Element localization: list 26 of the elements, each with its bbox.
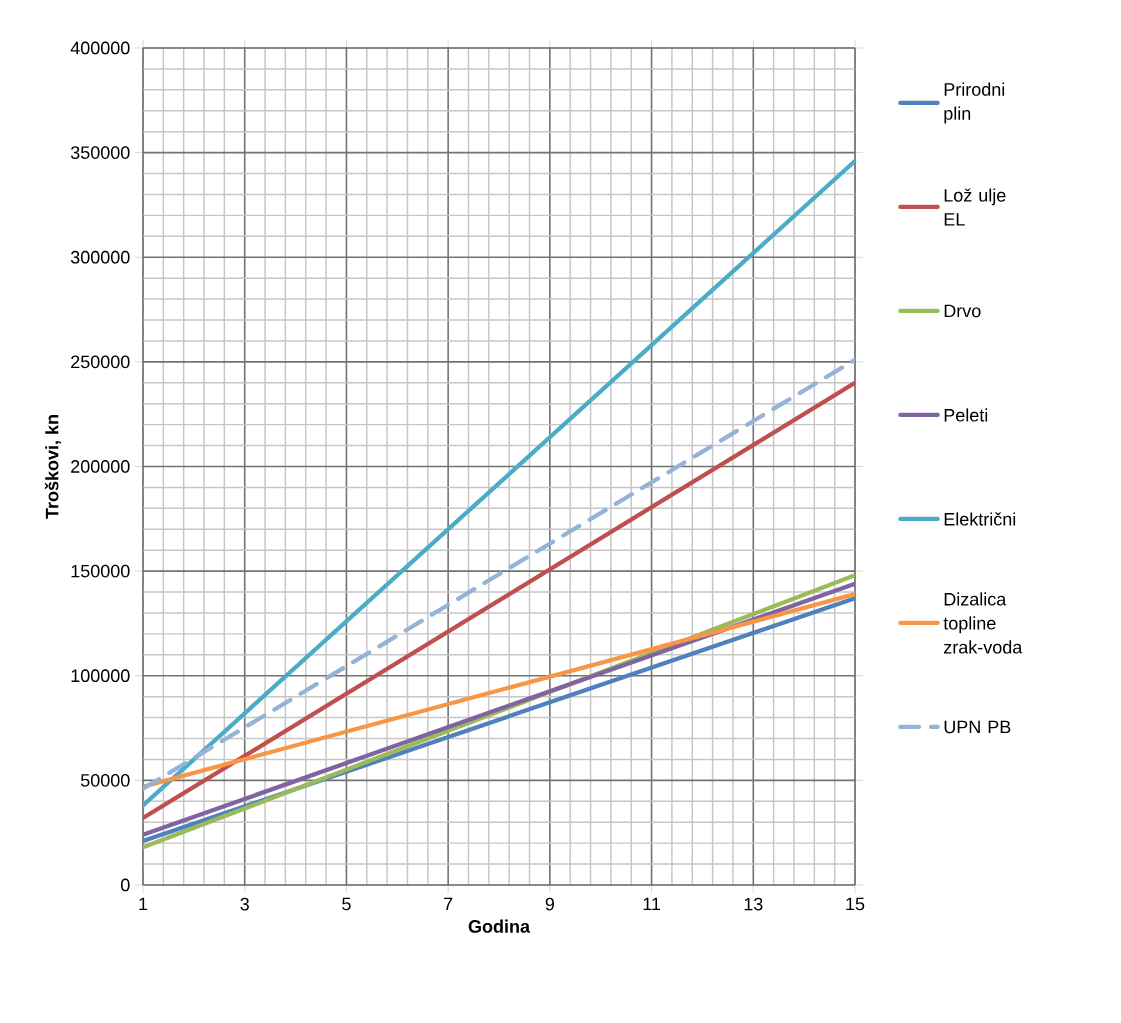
y-tick-label: 0 [120, 878, 130, 892]
x-tick-label: 5 [342, 897, 351, 911]
legend-label: Električni [944, 512, 1016, 526]
y-tick-label: 100000 [71, 669, 130, 683]
x-tick-label: 13 [744, 897, 763, 911]
x-tick-label: 1 [139, 897, 148, 911]
x-tick-label: 3 [240, 897, 249, 911]
x-tick-label: 9 [545, 897, 555, 911]
y-axis-title: Troškovi, kn [44, 415, 62, 519]
y-tick-label: 200000 [71, 460, 130, 473]
legend-label: UPN PB [944, 720, 1011, 734]
legend-label: Drvo [944, 304, 981, 318]
x-tick-label: 7 [444, 897, 453, 911]
legend-label: Peleti [944, 408, 988, 422]
y-tick-label: 250000 [71, 355, 130, 369]
y-tick-label: 50000 [80, 773, 130, 787]
legend-label: Lož ulje EL [944, 188, 1006, 226]
y-tick-label: 400000 [70, 41, 130, 55]
y-tick-label: 150000 [71, 564, 130, 578]
y-tick-label: 300000 [70, 250, 130, 264]
x-tick-label: 15 [846, 897, 865, 911]
x-tick-label: 11 [643, 897, 661, 911]
legend-label: Prirodni plin [944, 82, 1005, 124]
legend-label: Dizalica topline zrak-voda [943, 592, 1023, 654]
x-axis-title: Godina [468, 919, 531, 933]
y-tick-label: 350000 [70, 146, 130, 159]
